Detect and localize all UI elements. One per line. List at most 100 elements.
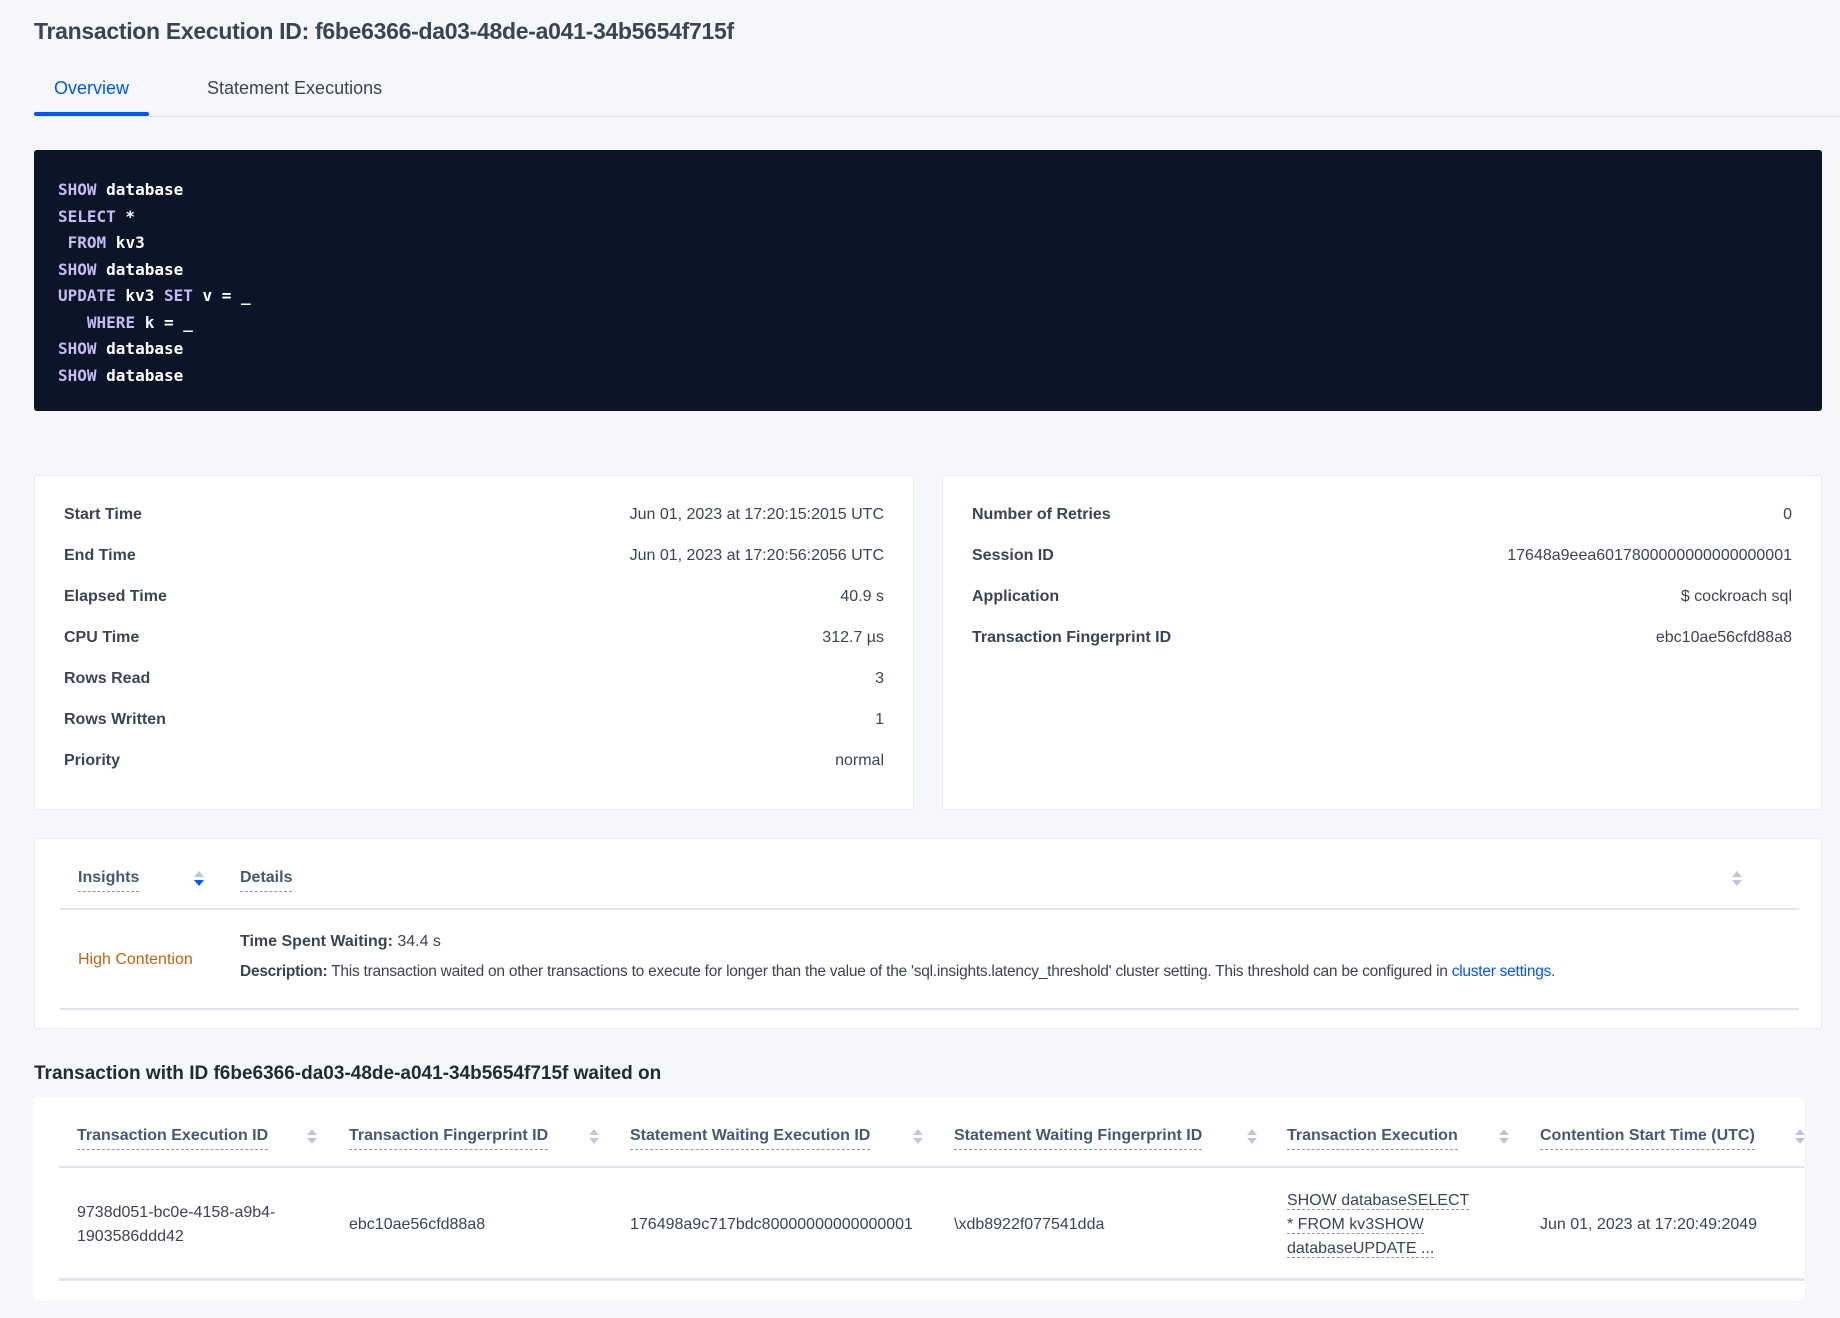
transaction-details-card: Start Time Jun 01, 2023 at 17:20:15:2015 …: [34, 475, 914, 810]
detail-label: Elapsed Time: [64, 588, 167, 605]
tab-statement-executions[interactable]: Statement Executions: [207, 78, 383, 98]
waited-on-table: Transaction Execution ID Transaction Fing…: [34, 1097, 1805, 1300]
transaction-execution-cell[interactable]: SHOW databaseSELECT * FROM kv3SHOW datab…: [1287, 1189, 1477, 1261]
code-line: SHOW database: [58, 336, 1798, 363]
transaction-execution-id-cell: 9738d051-bc0e-4158-a9b4-1903586ddd42: [77, 1204, 276, 1245]
sql-text: k = _: [135, 312, 193, 332]
sql-keyword: SHOW: [58, 259, 97, 279]
fingerprint-link[interactable]: ebc10ae56cfd88a8: [1655, 629, 1792, 646]
detail-label: Application: [972, 588, 1060, 605]
sql-keyword: SHOW: [58, 339, 97, 358]
tab-overview[interactable]: Overview: [54, 78, 130, 98]
table-cell: 176498a9c717bdc80000000000000001: [630, 1216, 913, 1233]
sql-keyword: UPDATE: [58, 286, 116, 305]
sql-text: database: [96, 339, 184, 358]
sort-icon[interactable]: [1795, 1129, 1805, 1145]
detail-value: 312.7 µs: [822, 629, 884, 646]
description-end: .: [1551, 963, 1556, 980]
detail-row: Number of Retries 0: [972, 506, 1792, 526]
session-details-card: Number of Retries 0 Session ID 17648a9eea60…: [942, 475, 1822, 810]
column-header-details[interactable]: Details: [240, 869, 293, 892]
detail-label: Rows Written: [64, 711, 166, 728]
detail-value: 3: [875, 670, 884, 687]
detail-label: Session ID: [972, 547, 1054, 564]
sql-keyword: SHOW: [58, 365, 97, 385]
row-divider: [59, 1278, 1804, 1281]
table-cell: Jun 01, 2023 at 17:20:49:2049: [1540, 1216, 1758, 1233]
header-divider: [59, 1166, 1804, 1168]
column-header[interactable]: Transaction Execution: [1287, 1127, 1458, 1150]
insight-description: Description: This transaction waited on …: [240, 960, 1555, 984]
sql-code-block: SHOW database SELECT * FROM kv3 SHOW datab…: [34, 150, 1822, 411]
tab-bar: Overview Statement Executions: [34, 72, 1840, 117]
sort-icon[interactable]: [1732, 871, 1742, 887]
sql-keyword: SHOW: [58, 180, 97, 199]
detail-label: Priority: [64, 752, 121, 769]
time-label: Time Spent Waiting:: [240, 933, 393, 950]
detail-label: CPU Time: [64, 629, 140, 646]
detail-value: $ cockroach sql: [1680, 588, 1792, 605]
detail-value: Jun 01, 2023 at 17:20:56:2056 UTC: [629, 547, 884, 564]
column-header[interactable]: Transaction Fingerprint ID: [349, 1127, 549, 1150]
sql-text: *: [115, 206, 136, 226]
time-spent-waiting: Time Spent Waiting: 34.4 s: [240, 930, 441, 954]
sql-text: kv3: [106, 233, 145, 252]
insights-table: Insights Details High Contention Time Sp…: [34, 838, 1822, 1029]
insight-label: High Contention: [78, 951, 193, 968]
sort-icon[interactable]: [194, 871, 204, 887]
sort-icon[interactable]: [589, 1129, 599, 1145]
time-value: 34.4 s: [392, 933, 441, 950]
waited-on-heading: Transaction with ID f6be6366-da03-48de-a…: [34, 1063, 662, 1084]
detail-label: End Time: [64, 547, 136, 564]
detail-row: Rows Written 1: [64, 711, 884, 731]
sql-keyword: SELECT: [58, 206, 116, 226]
sql-text: [58, 233, 68, 252]
code-line: SHOW database: [58, 363, 1798, 390]
sql-text: [58, 313, 87, 332]
detail-row: Start Time Jun 01, 2023 at 17:20:15:2015 …: [64, 506, 884, 526]
active-tab-indicator: [34, 112, 149, 116]
code-line: WHERE k = _: [58, 310, 1798, 337]
detail-label: Number of Retries: [972, 506, 1111, 523]
code-line: UPDATE kv3 SET v = _: [58, 283, 1798, 310]
detail-label: Transaction Fingerprint ID: [972, 629, 1172, 646]
detail-label: Rows Read: [64, 670, 151, 687]
code-line: SHOW database: [58, 257, 1798, 284]
detail-row: Application $ cockroach sql: [972, 588, 1792, 608]
detail-row: End Time Jun 01, 2023 at 17:20:56:2056 UT…: [64, 547, 884, 567]
detail-value: normal: [835, 752, 884, 769]
detail-row: Rows Read 3: [64, 670, 884, 690]
detail-value: Jun 01, 2023 at 17:20:15:2015 UTC: [629, 506, 884, 523]
detail-value: 1: [875, 711, 884, 728]
detail-value: 0: [1783, 506, 1792, 523]
column-header[interactable]: Contention Start Time (UTC): [1540, 1127, 1755, 1150]
column-header[interactable]: Statement Waiting Fingerprint ID: [954, 1127, 1203, 1150]
column-header[interactable]: Transaction Execution ID: [77, 1127, 269, 1150]
sql-text: kv3: [115, 286, 164, 305]
sort-icon[interactable]: [307, 1129, 317, 1145]
detail-row: Session ID 17648a9eea60178000000000000000…: [972, 547, 1792, 567]
sql-keyword: SET: [163, 286, 193, 305]
code-line: SHOW database: [58, 177, 1798, 204]
detail-value: 17648a9eea6017800000000000000001: [1507, 547, 1792, 564]
sort-icon[interactable]: [1247, 1129, 1257, 1145]
sql-text: database: [96, 259, 184, 279]
page-title: Transaction Execution ID: f6be6366-da03-…: [34, 18, 734, 44]
query-preview[interactable]: SHOW databaseSELECT * FROM kv3SHOW datab…: [1287, 1192, 1470, 1258]
sql-text: database: [96, 180, 184, 199]
cluster-settings-link[interactable]: cluster settings: [1451, 963, 1552, 980]
table-cell: ebc10ae56cfd88a8: [349, 1216, 486, 1233]
detail-row: Priority normal: [64, 752, 884, 772]
table-cell: \xdb8922f077541dda: [954, 1216, 1105, 1233]
description-text: This transaction waited on other transac…: [327, 963, 1452, 980]
sort-icon[interactable]: [913, 1129, 923, 1145]
divider: [60, 908, 1799, 910]
column-header[interactable]: Statement Waiting Execution ID: [630, 1127, 871, 1150]
detail-value: 40.9 s: [840, 588, 884, 605]
divider: [60, 1008, 1799, 1010]
sort-icon[interactable]: [1499, 1129, 1509, 1145]
code-line: SELECT *: [58, 204, 1798, 231]
column-header-insights[interactable]: Insights: [78, 869, 140, 892]
detail-label: Start Time: [64, 506, 142, 523]
sql-text: v = _: [192, 286, 251, 305]
